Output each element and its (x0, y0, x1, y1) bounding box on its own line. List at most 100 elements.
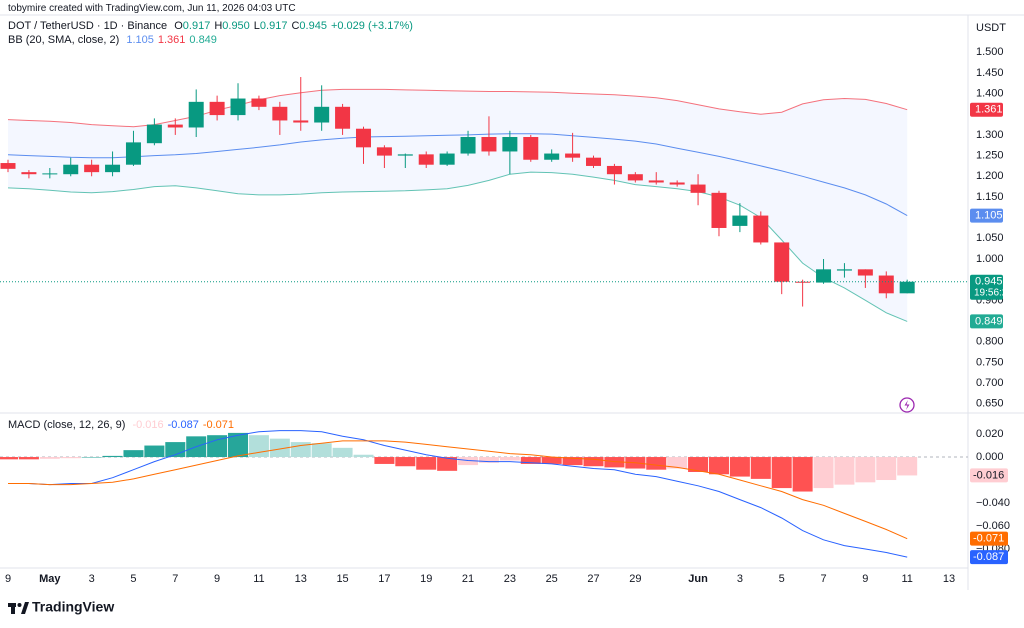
macd-badge-label: -0.087 (973, 551, 1004, 563)
countdown: 19:56:29 (974, 287, 1013, 298)
ohlc-key: O (174, 20, 183, 32)
x-tick-label: 11 (901, 573, 912, 585)
macd-histogram-bar (667, 457, 688, 469)
candle-body (606, 165, 622, 175)
candle-body (878, 275, 894, 294)
ohlc-key: C (291, 20, 300, 32)
macd-histogram-bar (0, 457, 18, 460)
macd-histogram-bar (60, 457, 81, 459)
macd-histogram-bar (499, 457, 520, 461)
candle-body (355, 128, 371, 148)
x-tick-label: 11 (253, 573, 264, 585)
x-tick-label: 5 (130, 573, 136, 585)
candle-body (230, 98, 246, 116)
macd-badge-label: -0.016 (973, 469, 1004, 481)
candle-body (460, 136, 476, 154)
candle-body (481, 136, 497, 152)
ohlc-value: 0.950 (222, 20, 250, 32)
macd-histogram-bar (750, 457, 771, 479)
candle-body (544, 153, 560, 160)
bb-legend: BB (20, SMA, close, 2) 1.105 1.361 0.849 (8, 34, 221, 46)
macd-histogram-bar (144, 445, 165, 458)
macd-histogram-bar (39, 457, 60, 459)
candle-body (816, 269, 832, 283)
macd-value: -0.087 (167, 419, 199, 431)
x-tick-label: 25 (546, 573, 558, 585)
macd-histogram-bar (416, 457, 437, 470)
macd-line (8, 430, 908, 558)
macd-histogram-bar (688, 457, 709, 472)
macd-histogram-bar (562, 457, 583, 466)
candle-body (209, 101, 225, 116)
macd-histogram-bar (332, 447, 353, 458)
axes: 0.6500.7000.7500.8000.9001.0001.0501.150… (5, 46, 1013, 585)
x-tick-label: 7 (172, 573, 178, 585)
header: tobymire created with TradingView.com, J… (8, 3, 296, 14)
candle-body (188, 101, 204, 128)
macd-histogram-bar (123, 450, 144, 458)
x-tick-label: 27 (587, 573, 599, 585)
macd-histogram-bar (81, 457, 102, 458)
macd-histogram-bar (395, 457, 416, 467)
bb-line (7, 88, 908, 128)
x-tick-label: 17 (378, 573, 390, 585)
macd-histogram-bar (290, 442, 311, 458)
x-tick-label: 19 (420, 573, 432, 585)
x-tick-label: 13 (943, 573, 955, 585)
macd-histogram-bar (18, 457, 39, 460)
macd-histogram-bar (771, 457, 792, 489)
brand: TradingView (32, 599, 114, 615)
macd-histogram-bar (478, 457, 499, 463)
x-tick-label: 15 (336, 573, 348, 585)
macd-histogram-bar (708, 457, 729, 475)
y-tick-label: 0.650 (976, 398, 1004, 410)
candle-body (565, 153, 581, 158)
candle-body (84, 164, 100, 173)
bb-value: 1.361 (157, 34, 186, 46)
bb-badge (970, 208, 1003, 223)
macd-hist-value: -0.016 (132, 419, 164, 431)
candle-body (146, 124, 162, 144)
x-tick-label: 29 (629, 573, 641, 585)
macd-histogram-bar (813, 457, 834, 489)
y-tick-label: 1.150 (976, 191, 1004, 203)
bb-badge-label: 0.849 (975, 315, 1003, 327)
price-legend: DOT / TetherUSD · 1D · Binance O0.917 H0.… (8, 20, 417, 32)
macd-histogram-bar (207, 435, 228, 458)
macd-badge-label: -0.071 (973, 533, 1004, 545)
price-badge (970, 274, 1003, 300)
y-tick-label: 1.000 (976, 253, 1004, 265)
candle-body (795, 281, 811, 283)
macd-histogram-bar (228, 432, 249, 458)
ohlc-value: 0.917 (259, 20, 288, 32)
bb-badge-label: 1.105 (975, 209, 1003, 221)
candle-body (669, 182, 685, 185)
candle-body (439, 153, 455, 165)
candle-body (125, 142, 141, 165)
bb-value: 1.105 (126, 34, 154, 46)
macd-histogram-bar (520, 457, 541, 464)
macd-histogram-bar (437, 457, 458, 471)
macd-badge (970, 468, 1008, 483)
x-tick-label: 23 (504, 573, 516, 585)
brand-logo (8, 602, 29, 614)
macd-legend: MACD (close, 12, 26, 9) -0.016 -0.087 -0.0… (8, 419, 238, 431)
y-tick-label: 1.250 (976, 150, 1004, 162)
macd-badge (970, 550, 1008, 565)
x-tick-label: 3 (737, 573, 743, 585)
bb-line (7, 171, 908, 322)
macd-tick-label: 0.020 (976, 428, 1004, 440)
candle-body (774, 242, 790, 282)
candle-body (523, 136, 539, 160)
bb-value: 0.849 (189, 34, 217, 46)
macd-value: -0.071 (202, 419, 235, 431)
macd-tick-label: −0.060 (976, 520, 1010, 532)
macd-histogram-bar (311, 443, 332, 458)
y-tick-label: 0.750 (976, 356, 1004, 368)
price-badge-label: 0.945 (975, 276, 1003, 288)
macd-histogram-bar (897, 457, 918, 476)
candle-body (314, 106, 330, 123)
macd-histogram-bar (458, 457, 479, 466)
x-tick-label: 9 (862, 573, 868, 585)
